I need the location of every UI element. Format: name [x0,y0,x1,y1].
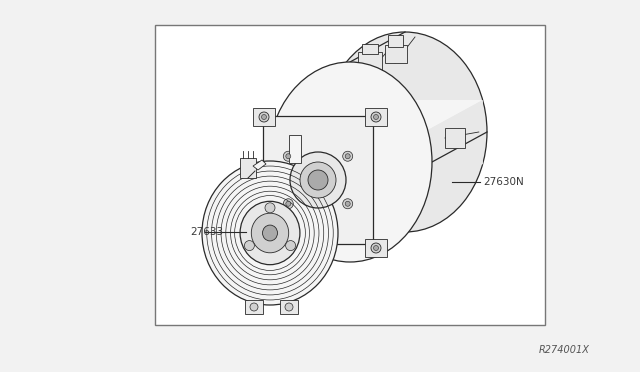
Bar [385,45,407,63]
Polygon shape [253,160,266,170]
Ellipse shape [252,213,289,253]
Bar [280,300,298,314]
Ellipse shape [240,201,300,265]
Circle shape [259,112,269,122]
Text: 27633: 27633 [190,227,223,237]
Circle shape [290,152,346,208]
Bar [240,158,256,178]
Circle shape [244,241,254,251]
Bar [445,128,465,148]
Circle shape [345,154,350,159]
Bar [388,35,403,47]
Circle shape [374,115,378,119]
Bar [245,300,263,314]
Ellipse shape [202,161,338,305]
Ellipse shape [323,32,487,232]
Circle shape [342,151,353,161]
Ellipse shape [268,62,432,262]
Circle shape [250,303,258,311]
Bar [253,108,275,126]
Circle shape [342,199,353,209]
Circle shape [374,246,378,250]
Circle shape [286,154,291,159]
Circle shape [285,241,296,251]
Circle shape [345,201,350,206]
Bar [365,239,387,257]
Bar [155,25,545,325]
Bar [289,135,301,163]
Bar [365,108,387,126]
Polygon shape [272,100,483,130]
Circle shape [285,303,293,311]
Bar [358,52,382,72]
Bar [362,44,378,54]
Text: 27630N: 27630N [483,177,524,187]
Circle shape [300,162,336,198]
Circle shape [262,115,266,119]
Circle shape [284,151,293,161]
Bar [253,239,275,257]
Circle shape [371,243,381,253]
Circle shape [265,203,275,213]
Ellipse shape [262,225,278,241]
Circle shape [286,201,291,206]
Text: R274001X: R274001X [539,345,590,355]
Circle shape [262,246,266,250]
Circle shape [284,199,293,209]
Circle shape [371,112,381,122]
Circle shape [259,243,269,253]
Polygon shape [428,100,483,194]
Bar [263,116,373,244]
Circle shape [308,170,328,190]
